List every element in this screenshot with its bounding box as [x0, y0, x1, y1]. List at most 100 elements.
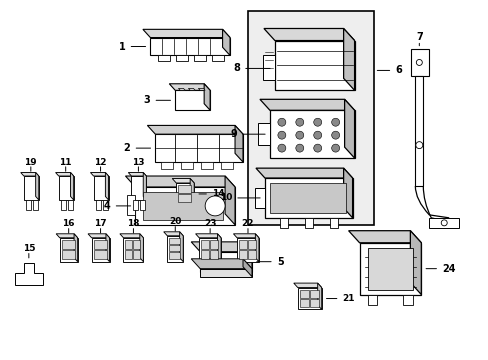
Polygon shape: [176, 183, 194, 205]
Polygon shape: [217, 234, 221, 262]
Bar: [299, 289, 308, 298]
Bar: [93, 250, 106, 259]
Polygon shape: [147, 125, 243, 134]
Circle shape: [313, 131, 321, 139]
Polygon shape: [224, 176, 235, 225]
Bar: [210, 240, 218, 249]
Text: 8: 8: [233, 63, 240, 73]
Text: 19: 19: [24, 158, 37, 167]
Polygon shape: [59, 176, 74, 200]
Polygon shape: [150, 37, 229, 55]
Polygon shape: [255, 234, 259, 262]
Circle shape: [295, 131, 303, 139]
Bar: [410, 49, 428, 76]
Bar: [428, 218, 458, 228]
Circle shape: [277, 118, 285, 126]
Polygon shape: [169, 84, 210, 90]
Bar: [178, 185, 191, 193]
Text: 1: 1: [119, 41, 125, 51]
Bar: [102, 200, 107, 210]
Polygon shape: [179, 232, 183, 262]
Bar: [263, 55, 274, 80]
Polygon shape: [293, 283, 321, 288]
Polygon shape: [20, 172, 39, 176]
Polygon shape: [195, 234, 221, 238]
Bar: [367, 294, 377, 305]
Polygon shape: [191, 259, 251, 269]
Polygon shape: [274, 41, 354, 90]
Bar: [309, 298, 318, 306]
Bar: [95, 200, 101, 210]
Polygon shape: [56, 234, 78, 238]
Polygon shape: [409, 231, 421, 294]
Polygon shape: [243, 259, 251, 276]
Bar: [169, 252, 180, 259]
Bar: [329, 218, 337, 228]
Polygon shape: [359, 243, 421, 294]
Bar: [181, 162, 193, 169]
Circle shape: [277, 144, 285, 152]
Bar: [26, 200, 31, 210]
Polygon shape: [297, 288, 321, 310]
Circle shape: [277, 131, 285, 139]
Bar: [304, 218, 312, 228]
Polygon shape: [142, 29, 229, 37]
Bar: [61, 240, 75, 249]
Bar: [269, 183, 345, 213]
Polygon shape: [91, 238, 109, 262]
Bar: [158, 55, 170, 62]
Bar: [61, 250, 75, 259]
Bar: [67, 200, 73, 210]
Polygon shape: [120, 234, 143, 238]
Bar: [194, 55, 206, 62]
Circle shape: [313, 144, 321, 152]
Circle shape: [331, 131, 339, 139]
Bar: [201, 240, 209, 249]
Text: 15: 15: [22, 244, 35, 253]
Bar: [414, 76, 423, 186]
Polygon shape: [269, 110, 354, 158]
Polygon shape: [143, 172, 146, 200]
Polygon shape: [198, 88, 205, 90]
Polygon shape: [188, 88, 195, 90]
Polygon shape: [155, 134, 243, 162]
Polygon shape: [74, 234, 78, 262]
Polygon shape: [140, 234, 143, 262]
Bar: [143, 192, 223, 220]
Circle shape: [440, 220, 447, 226]
Polygon shape: [88, 234, 109, 238]
Polygon shape: [175, 90, 210, 110]
Bar: [140, 200, 145, 210]
Text: 12: 12: [94, 158, 106, 167]
Text: 23: 23: [203, 219, 216, 228]
Polygon shape: [203, 84, 210, 110]
Polygon shape: [93, 176, 108, 200]
Polygon shape: [235, 125, 243, 162]
Polygon shape: [264, 28, 354, 41]
Polygon shape: [317, 283, 321, 310]
Text: 9: 9: [230, 129, 237, 139]
Polygon shape: [123, 238, 143, 262]
Bar: [279, 218, 287, 228]
Polygon shape: [348, 231, 421, 243]
Polygon shape: [167, 236, 183, 262]
Bar: [93, 240, 106, 249]
Polygon shape: [200, 252, 251, 272]
Circle shape: [313, 118, 321, 126]
Bar: [403, 294, 412, 305]
Bar: [299, 298, 308, 306]
Polygon shape: [128, 172, 146, 176]
Bar: [212, 55, 224, 62]
Bar: [247, 240, 255, 249]
Polygon shape: [200, 269, 251, 276]
Text: 18: 18: [127, 219, 140, 228]
Text: 4: 4: [103, 201, 110, 211]
Bar: [247, 250, 255, 259]
Polygon shape: [191, 242, 251, 252]
Bar: [161, 162, 173, 169]
Bar: [125, 250, 132, 259]
Circle shape: [331, 144, 339, 152]
Polygon shape: [344, 99, 354, 158]
Bar: [221, 162, 233, 169]
Polygon shape: [106, 234, 109, 262]
